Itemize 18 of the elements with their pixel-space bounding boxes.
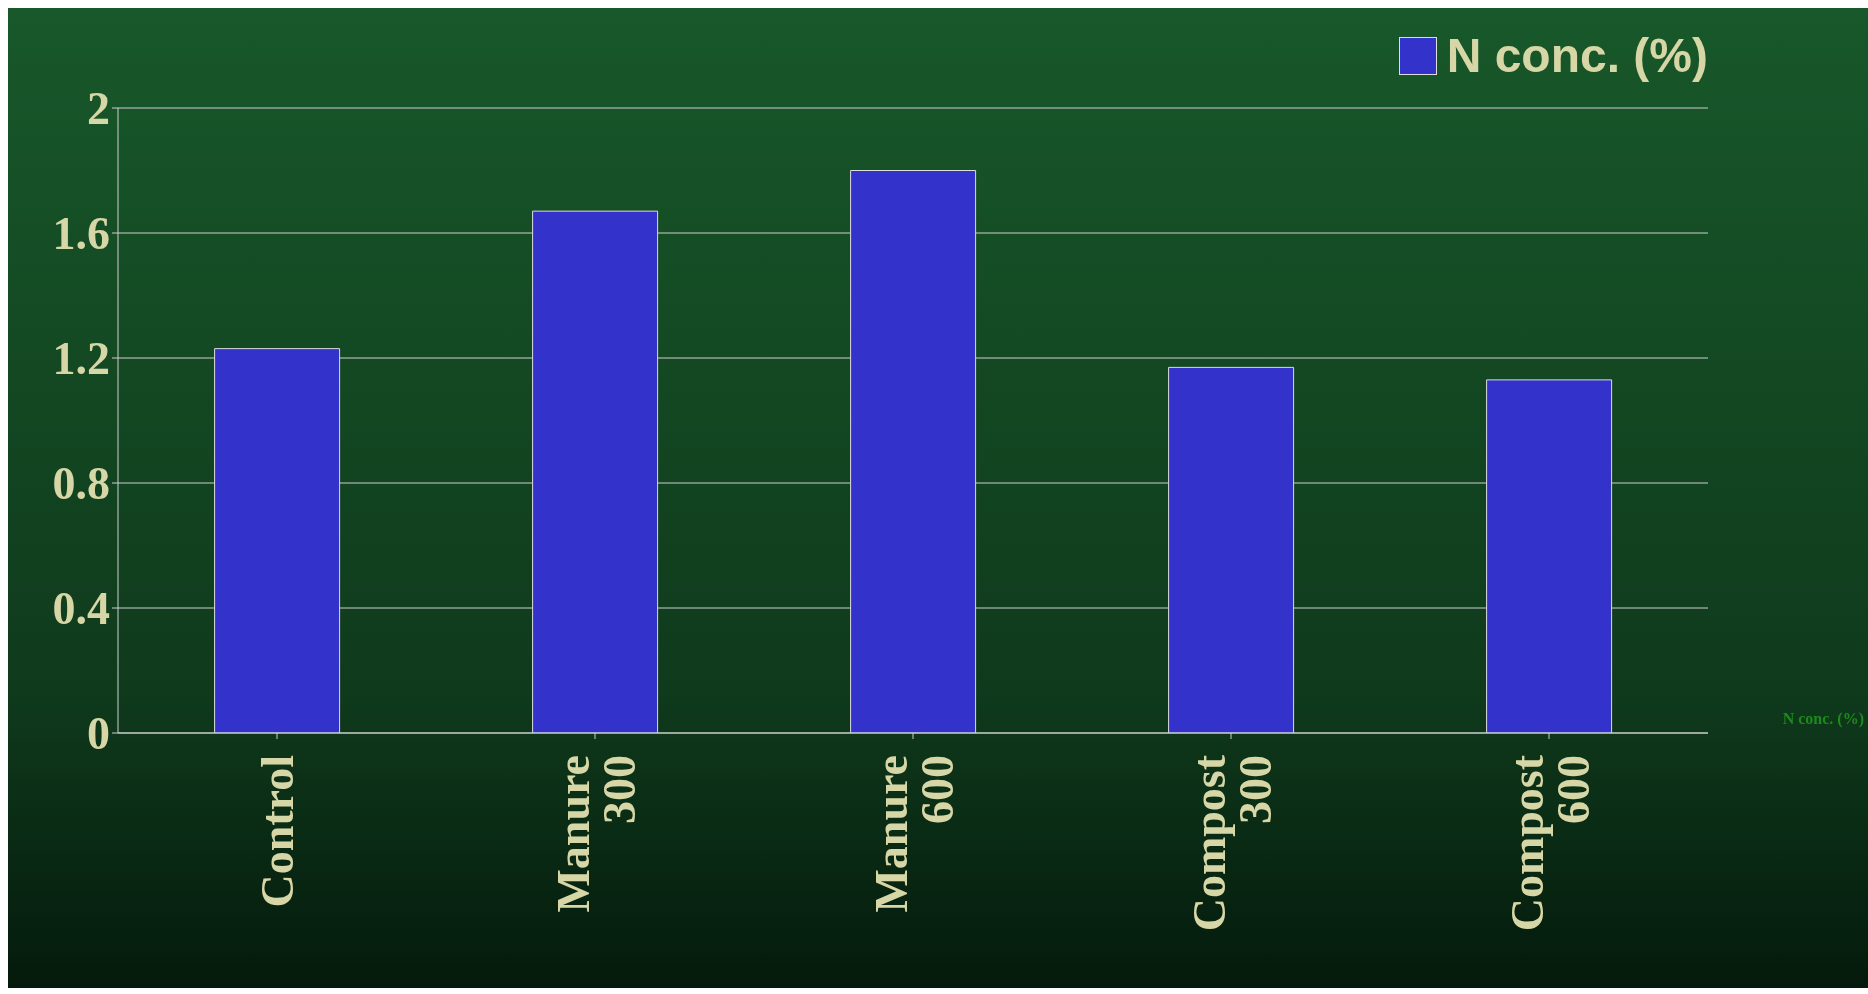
x-tick-label: Manure 600	[866, 755, 963, 913]
bar	[850, 170, 977, 733]
y-tick-label: 1.6	[52, 208, 110, 260]
y-tick-label: 2	[87, 83, 110, 135]
x-tick-label: Compost 300	[1184, 754, 1281, 932]
y-tick-label: 0.4	[52, 583, 110, 635]
y-tick-label: 0.8	[52, 458, 110, 510]
bar	[1168, 366, 1295, 733]
bar	[214, 348, 341, 733]
y-tick-label: 1.2	[52, 333, 110, 385]
text: N conc. (%)	[1782, 710, 1864, 728]
y-tick-label: 0	[87, 708, 110, 760]
x-tick-label: Compost 600	[1502, 754, 1599, 932]
legend-label: N conc. (%)	[1446, 28, 1708, 83]
bar	[532, 210, 659, 733]
x-tick-label: Control	[252, 755, 303, 908]
bar	[1486, 379, 1613, 733]
x-tick-label: Manure 300	[548, 755, 645, 913]
